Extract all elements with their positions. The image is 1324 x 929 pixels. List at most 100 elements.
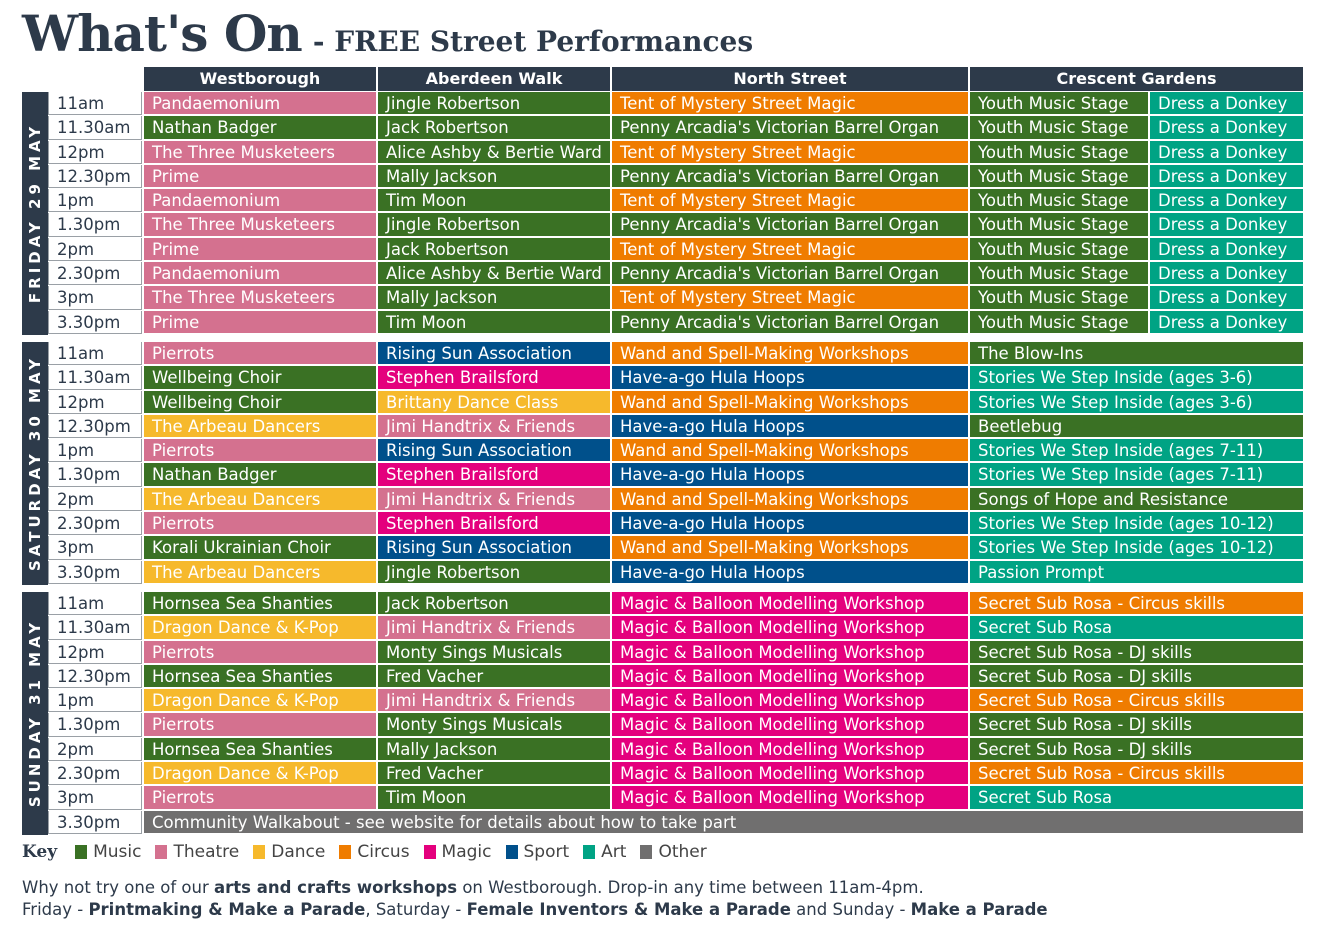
event-cell: The Blow-Ins [968, 342, 1303, 366]
event-cell: Dress a Donkey [1148, 213, 1303, 237]
event-cell: Have-a-go Hula Hoops [610, 463, 968, 487]
time-cell: 1.30pm [48, 213, 142, 237]
time-cell: 2pm [48, 737, 142, 762]
event-cell: Tent of Mystery Street Magic [610, 92, 968, 116]
event-cell: Tent of Mystery Street Magic [610, 286, 968, 310]
event-cell: Youth Music Stage [968, 262, 1148, 286]
time-cell: 3pm [48, 536, 142, 560]
event-cell: Dress a Donkey [1148, 262, 1303, 286]
legend-swatch [640, 845, 653, 859]
event-cell: Stephen Brailsford [376, 512, 610, 536]
event-cell: Beetlebug [968, 414, 1303, 439]
legend-label: Theatre [173, 842, 240, 862]
event-cell: Stories We Step Inside (ages 7-11) [968, 439, 1303, 463]
event-cell: Tim Moon [376, 786, 610, 810]
event-cell: Pierrots [142, 786, 376, 810]
header-crescent-gardens: Crescent Gardens [968, 67, 1303, 91]
legend-swatch [75, 845, 88, 859]
footer-text: and Sunday - [790, 900, 911, 919]
footer-highlight: arts and crafts workshops [214, 878, 458, 897]
event-cell: The Three Musketeers [142, 213, 376, 237]
event-cell: Secret Sub Rosa - Circus skills [968, 762, 1303, 786]
event-cell: Prime [142, 237, 376, 262]
event-cell: Hornsea Sea Shanties [142, 737, 376, 762]
legend-item: Art [583, 842, 626, 862]
event-cell: Jack Robertson [376, 237, 610, 262]
footer-line: Friday - Printmaking & Make a Parade, Sa… [22, 899, 1048, 921]
event-cell: Have-a-go Hula Hoops [610, 414, 968, 439]
event-cell: Have-a-go Hula Hoops [610, 366, 968, 390]
event-cell: Have-a-go Hula Hoops [610, 512, 968, 536]
title-main: What's On [22, 4, 303, 63]
footer-text: Why not try one of our [22, 878, 214, 897]
event-cell: Jimi Handtrix & Friends [376, 616, 610, 640]
event-cell: Magic & Balloon Modelling Workshop [610, 737, 968, 762]
event-cell: Dress a Donkey [1148, 237, 1303, 262]
event-cell: Jingle Robertson [376, 560, 610, 584]
time-cell: 1pm [48, 189, 142, 213]
event-cell: Pierrots [142, 640, 376, 664]
event-cell: Wellbeing Choir [142, 390, 376, 414]
event-cell: Dragon Dance & K-Pop [142, 762, 376, 786]
legend-label: Circus [357, 842, 410, 862]
header-aberdeen-walk: Aberdeen Walk [376, 67, 610, 91]
event-cell: Dress a Donkey [1148, 140, 1303, 164]
event-cell: Rising Sun Association [376, 439, 610, 463]
event-cell: Stories We Step Inside (ages 10-12) [968, 536, 1303, 560]
event-cell: Youth Music Stage [968, 310, 1148, 334]
event-cell: Wand and Spell-Making Workshops [610, 439, 968, 463]
day-label: SATURDAY 30 MAY [22, 342, 48, 585]
event-cell: The Three Musketeers [142, 140, 376, 164]
event-cell: Pierrots [142, 512, 376, 536]
event-cell: Alice Ashby & Bertie Ward [376, 140, 610, 164]
time-cell: 12pm [48, 140, 142, 164]
day-label-text: SATURDAY 30 MAY [26, 355, 45, 572]
day-label: FRIDAY 29 MAY [22, 92, 48, 335]
event-cell: Magic & Balloon Modelling Workshop [610, 664, 968, 689]
day-label-text: FRIDAY 29 MAY [26, 123, 44, 304]
time-cell: 1.30pm [48, 463, 142, 487]
time-cell: 2pm [48, 237, 142, 262]
event-cell: Youth Music Stage [968, 140, 1148, 164]
event-cell: The Arbeau Dancers [142, 487, 376, 512]
time-cell: 2.30pm [48, 762, 142, 786]
event-cell: Mally Jackson [376, 286, 610, 310]
footer-text: , Saturday - [365, 900, 467, 919]
event-cell: Mally Jackson [376, 164, 610, 189]
event-cell: Fred Vacher [376, 762, 610, 786]
event-cell: Dress a Donkey [1148, 92, 1303, 116]
event-cell: The Three Musketeers [142, 286, 376, 310]
event-cell: Tim Moon [376, 189, 610, 213]
event-cell: Tent of Mystery Street Magic [610, 189, 968, 213]
footer-text: Friday - [22, 900, 89, 919]
time-cell: 2.30pm [48, 512, 142, 536]
legend-label: Art [601, 842, 627, 862]
event-cell: Stories We Step Inside (ages 3-6) [968, 366, 1303, 390]
event-cell: Wand and Spell-Making Workshops [610, 342, 968, 366]
event-cell: Secret Sub Rosa - DJ skills [968, 713, 1303, 737]
event-cell: Penny Arcadia's Victorian Barrel Organ [610, 310, 968, 334]
event-cell: Magic & Balloon Modelling Workshop [610, 640, 968, 664]
time-cell: 12pm [48, 640, 142, 664]
time-cell: 11am [48, 342, 142, 366]
time-cell: 12.30pm [48, 664, 142, 689]
event-cell: Youth Music Stage [968, 116, 1148, 140]
event-cell: Jack Robertson [376, 592, 610, 616]
event-cell: Jimi Handtrix & Friends [376, 689, 610, 713]
day-schedule: SUNDAY 31 MAY 11am Hornsea Sea Shanties Jac… [22, 592, 1303, 835]
event-cell: Magic & Balloon Modelling Workshop [610, 786, 968, 810]
event-cell: Hornsea Sea Shanties [142, 664, 376, 689]
event-cell: Community Walkabout - see website for de… [142, 810, 1303, 834]
legend-item: Magic [423, 842, 492, 862]
event-cell: Youth Music Stage [968, 164, 1148, 189]
event-cell: Songs of Hope and Resistance [968, 487, 1303, 512]
event-cell: Dragon Dance & K-Pop [142, 616, 376, 640]
event-cell: The Arbeau Dancers [142, 414, 376, 439]
legend-label: Other [658, 842, 707, 862]
legend-swatch [339, 845, 352, 859]
event-cell: Dragon Dance & K-Pop [142, 689, 376, 713]
event-cell: Passion Prompt [968, 560, 1303, 584]
event-cell: Magic & Balloon Modelling Workshop [610, 616, 968, 640]
time-cell: 12pm [48, 390, 142, 414]
legend-item: Circus [339, 842, 410, 862]
